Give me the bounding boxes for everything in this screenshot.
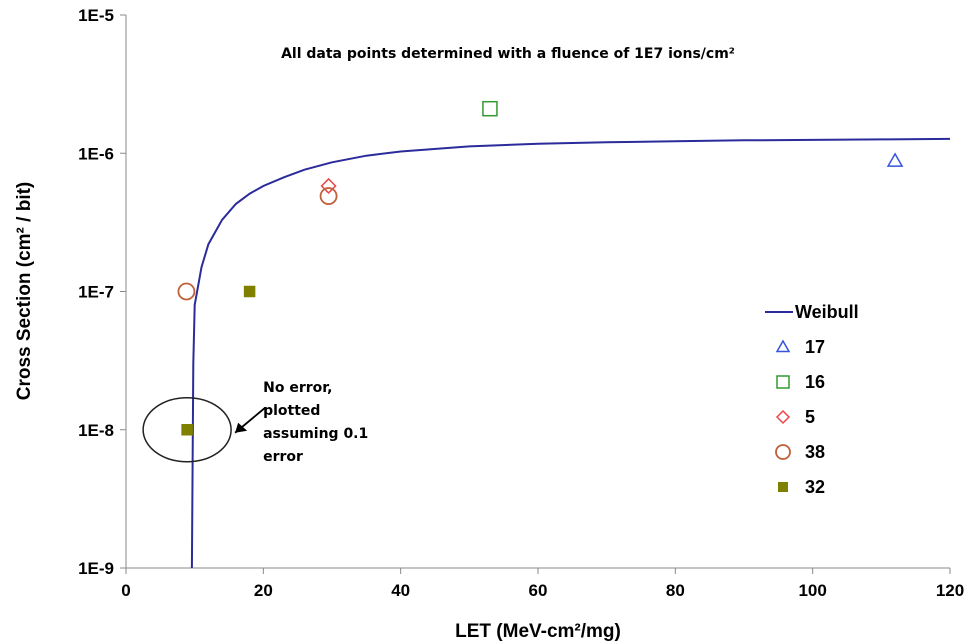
x-tick-label: 20 xyxy=(254,581,273,600)
legend-marker-5 xyxy=(775,409,791,425)
y-tick-label: 1E-6 xyxy=(78,144,114,163)
callout: No error, plotted assuming 0.1 error xyxy=(142,380,368,465)
callout-text-line: plotted xyxy=(263,403,320,419)
legend-label-weibull: Weibull xyxy=(795,302,859,322)
data-point-series-32 xyxy=(181,424,193,436)
callout-arrow-head xyxy=(235,422,248,433)
x-axis-ticks: 0 20 40 60 80 100 120 xyxy=(121,568,964,600)
legend-label-16: 16 xyxy=(805,372,825,392)
data-point-series-38 xyxy=(177,282,196,301)
legend-marker-38 xyxy=(775,444,791,460)
legend-label-17: 17 xyxy=(805,337,825,357)
x-tick-label: 80 xyxy=(666,581,685,600)
x-tick-label: 40 xyxy=(391,581,410,600)
y-tick-label: 1E-5 xyxy=(78,6,114,25)
callout-ellipse xyxy=(142,397,232,463)
plot-area: 0 20 40 60 80 100 120 1E-9 1E-8 1E-7 1E-6 1E-5 No … xyxy=(78,6,964,600)
data-point-series-16 xyxy=(482,100,498,117)
callout-text-line: assuming 0.1 xyxy=(263,426,368,442)
data-point-series-17 xyxy=(886,152,904,167)
x-tick-label: 0 xyxy=(121,581,130,600)
y-axis-ticks: 1E-9 1E-8 1E-7 1E-6 1E-5 xyxy=(78,6,126,578)
weibull-curve xyxy=(190,137,951,569)
y-tick-label: 1E-8 xyxy=(78,421,114,440)
legend-label-38: 38 xyxy=(805,442,825,462)
x-tick-label: 120 xyxy=(936,581,964,600)
y-tick-label: 1E-7 xyxy=(78,283,114,302)
legend: Weibull 17 16 5 38 32 xyxy=(765,302,859,497)
x-axis-title: LET (MeV-cm²/mg) xyxy=(455,621,621,642)
data-point-series-38 xyxy=(319,187,338,205)
weibull-fit xyxy=(190,137,951,569)
legend-marker-16 xyxy=(776,375,790,389)
legend-marker-32 xyxy=(778,482,788,492)
legend-label-5: 5 xyxy=(805,407,815,427)
data-point-series-32 xyxy=(243,285,256,298)
x-tick-label: 100 xyxy=(798,581,826,600)
legend-marker-17 xyxy=(775,339,791,353)
callout-text-line: No error, xyxy=(263,380,332,396)
legend-label-32: 32 xyxy=(805,477,825,497)
y-axis-title: Cross Section (cm² / bit) xyxy=(14,182,35,401)
y-tick-label: 1E-9 xyxy=(78,559,114,578)
data-point-series-5 xyxy=(320,177,337,195)
callout-text-line: error xyxy=(263,449,303,465)
x-tick-label: 60 xyxy=(529,581,548,600)
chart-annotation: All data points determined with a fluenc… xyxy=(281,46,735,62)
data-points xyxy=(177,100,904,436)
